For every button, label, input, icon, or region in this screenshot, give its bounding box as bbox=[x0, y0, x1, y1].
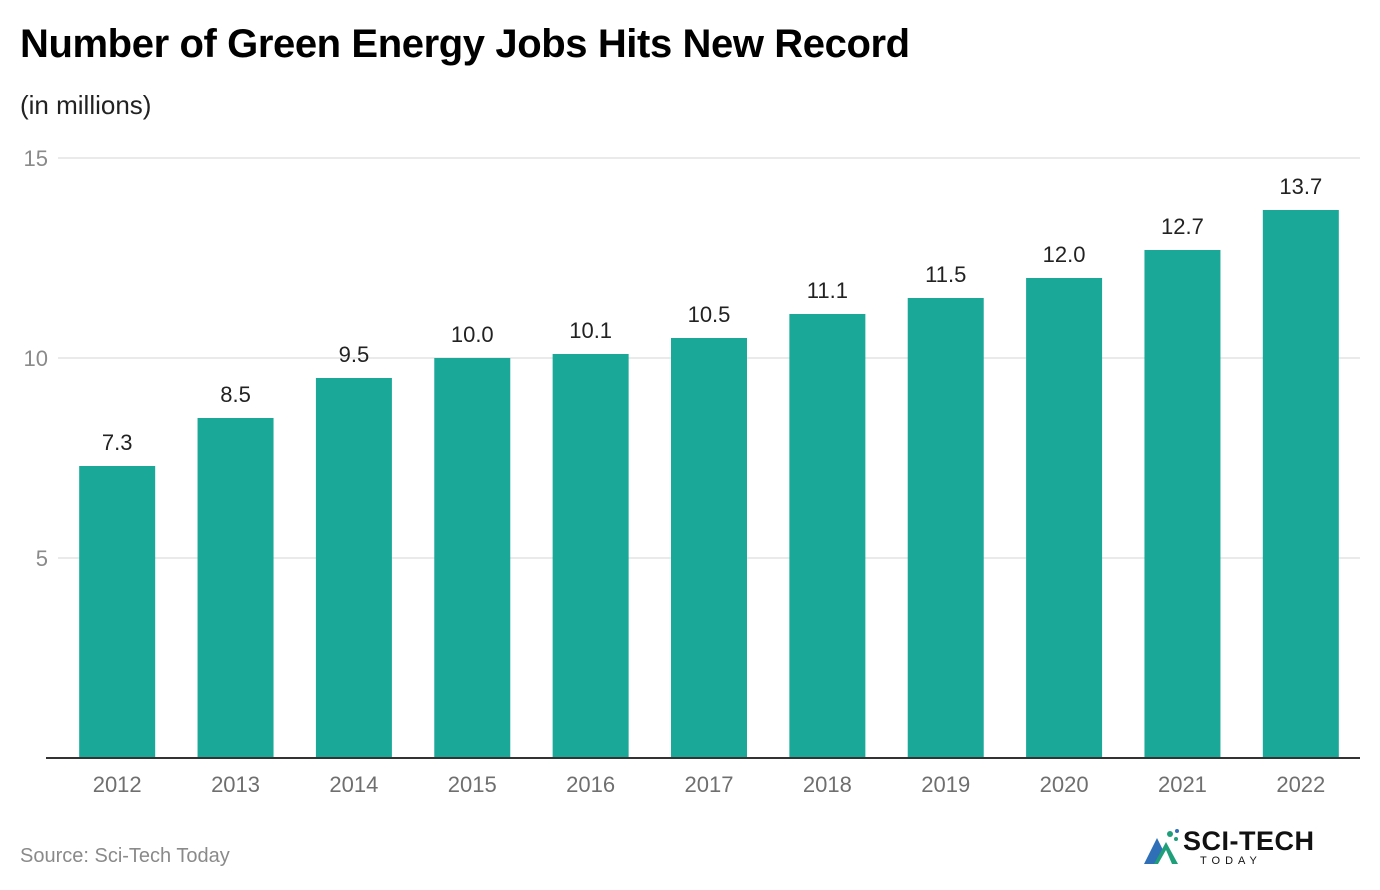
x-tick-label-2012: 2012 bbox=[93, 772, 142, 797]
data-label-2014: 9.5 bbox=[339, 342, 370, 367]
logo-main-text: SCI-TECH bbox=[1183, 826, 1315, 856]
bar-2016 bbox=[552, 354, 629, 758]
x-tick-label-2016: 2016 bbox=[566, 772, 615, 797]
data-label-2017: 10.5 bbox=[688, 302, 731, 327]
y-tick-label-15: 15 bbox=[24, 146, 48, 171]
bar-2015 bbox=[434, 358, 511, 758]
data-label-2020: 12.0 bbox=[1043, 242, 1086, 267]
y-tick-label-10: 10 bbox=[24, 346, 48, 371]
logo-mark-icon bbox=[1144, 829, 1179, 864]
x-tick-label-2015: 2015 bbox=[448, 772, 497, 797]
chart-subtitle: (in millions) bbox=[20, 90, 152, 120]
x-tick-label-2021: 2021 bbox=[1158, 772, 1207, 797]
x-tick-label-2014: 2014 bbox=[329, 772, 378, 797]
data-label-2018: 11.1 bbox=[807, 278, 848, 303]
x-tick-label-2013: 2013 bbox=[211, 772, 260, 797]
bar-2020 bbox=[1026, 278, 1103, 758]
chart-title: Number of Green Energy Jobs Hits New Rec… bbox=[20, 22, 910, 66]
bar-2019 bbox=[907, 298, 984, 758]
x-tick-label-2020: 2020 bbox=[1040, 772, 1089, 797]
data-label-2021: 12.7 bbox=[1161, 214, 1204, 239]
logo-sub-text: TODAY bbox=[1200, 855, 1262, 867]
x-tick-label-2018: 2018 bbox=[803, 772, 852, 797]
data-label-2016: 10.1 bbox=[569, 318, 612, 343]
x-tick-label-2017: 2017 bbox=[685, 772, 734, 797]
y-tick-label-5: 5 bbox=[36, 546, 48, 571]
bar-2018 bbox=[789, 314, 866, 758]
bar-2022 bbox=[1262, 210, 1339, 758]
bar-2017 bbox=[671, 338, 747, 758]
bar-2012 bbox=[79, 466, 156, 758]
sci-tech-today-logo: SCI-TECH TODAY bbox=[1140, 826, 1340, 870]
data-label-2019: 11.5 bbox=[925, 262, 966, 287]
data-label-2012: 7.3 bbox=[102, 430, 133, 455]
bar-2014 bbox=[315, 378, 392, 758]
bar-2021 bbox=[1144, 250, 1221, 758]
data-label-2013: 8.5 bbox=[220, 382, 251, 407]
x-tick-label-2019: 2019 bbox=[921, 772, 970, 797]
source-note: Source: Sci-Tech Today bbox=[20, 845, 230, 867]
bar-2013 bbox=[197, 418, 274, 758]
bar-chart: 5 10 15 7.3 2012 8.5 2013 9.5 2014 10.0 2015 10.1 20… bbox=[24, 146, 1360, 797]
x-tick-label-2022: 2022 bbox=[1276, 772, 1325, 797]
data-label-2015: 10.0 bbox=[451, 322, 494, 347]
data-label-2022: 13.7 bbox=[1279, 174, 1322, 199]
